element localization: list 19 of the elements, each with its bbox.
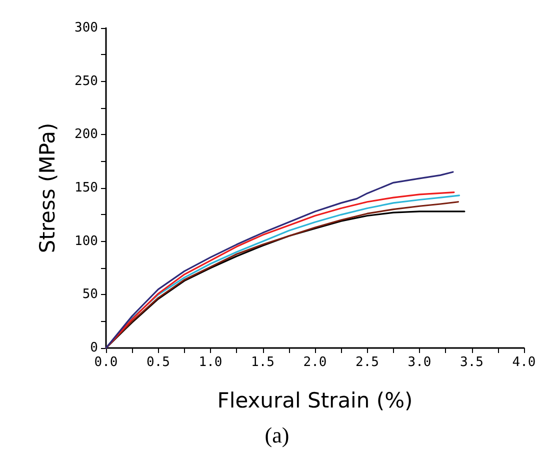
y-tick-label: 200 — [74, 127, 98, 142]
x-axis-title: Flexural Strain (%) — [217, 388, 413, 412]
x-tick-label: 1.5 — [251, 355, 274, 370]
x-tick-label: 2.5 — [356, 355, 379, 370]
y-tick-label: 50 — [82, 287, 98, 302]
y-tick-label: 150 — [74, 180, 98, 196]
x-tick-label: 1.0 — [198, 355, 222, 370]
x-tick-label: 4.0 — [512, 355, 536, 370]
y-axis-title: Stress (MPa) — [36, 122, 60, 254]
x-tick-label: 3.5 — [460, 355, 484, 370]
y-tick-label: 250 — [74, 74, 98, 89]
text: (a) — [264, 422, 290, 448]
y-tick-label: 100 — [74, 234, 98, 249]
x-tick-label: 3.0 — [408, 355, 432, 370]
x-tick-label: 0.0 — [94, 355, 118, 370]
x-tick-label: 2.0 — [303, 355, 327, 370]
y-tick-label: 0 — [90, 340, 98, 356]
x-tick-label: 0.5 — [146, 355, 170, 370]
y-tick-label: 300 — [74, 20, 98, 36]
